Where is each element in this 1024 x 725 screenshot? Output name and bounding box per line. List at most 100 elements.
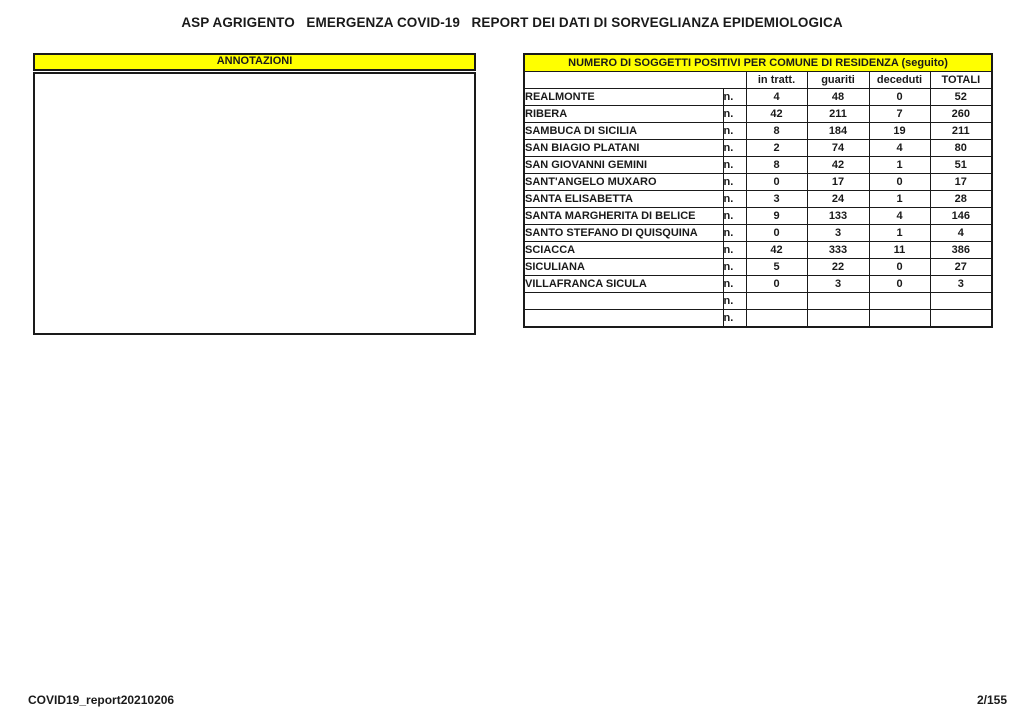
table-row: RIBERA n. 42 211 7 260 [523, 105, 993, 123]
deceduti-cell: 1 [868, 224, 931, 242]
in-tratt-cell [745, 309, 808, 328]
table-header-row: in tratt. guariti deceduti TOTALI [523, 71, 993, 89]
n-label-cell: n. [722, 207, 747, 225]
annotations-panel: ANNOTAZIONI [33, 53, 476, 335]
in-tratt-cell: 5 [745, 258, 808, 276]
guariti-cell: 3 [806, 275, 870, 293]
deceduti-cell: 4 [868, 207, 931, 225]
totali-cell: 28 [929, 190, 993, 208]
in-tratt-cell: 2 [745, 139, 808, 157]
table-row: n. [523, 309, 993, 328]
comune-cell: SANT'ANGELO MUXARO [523, 173, 724, 191]
in-tratt-cell: 0 [745, 224, 808, 242]
comune-cell: SICULIANA [523, 258, 724, 276]
table-row: SANTA MARGHERITA DI BELICE n. 9 133 4 14… [523, 207, 993, 225]
totali-cell: 4 [929, 224, 993, 242]
n-label-cell: n. [722, 224, 747, 242]
guariti-cell: 184 [806, 122, 870, 140]
in-tratt-cell: 42 [745, 105, 808, 123]
col-header-in-tratt: in tratt. [745, 71, 808, 89]
totali-cell: 260 [929, 105, 993, 123]
deceduti-cell: 0 [868, 173, 931, 191]
comune-header-empty-cell [523, 71, 747, 89]
footer-document-name: COVID19_report20210206 [28, 693, 175, 707]
guariti-cell [806, 292, 870, 310]
table-row: SAN GIOVANNI GEMINI n. 8 42 1 51 [523, 156, 993, 174]
table-row: SCIACCA n. 42 333 11 386 [523, 241, 993, 259]
table-row: n. [523, 292, 993, 310]
comune-cell [523, 292, 724, 310]
guariti-cell: 211 [806, 105, 870, 123]
table-row: SAMBUCA DI SICILIA n. 8 184 19 211 [523, 122, 993, 140]
annotations-header: ANNOTAZIONI [33, 53, 476, 71]
table-row: SAN BIAGIO PLATANI n. 2 74 4 80 [523, 139, 993, 157]
in-tratt-cell [745, 292, 808, 310]
n-label-cell: n. [722, 173, 747, 191]
page-title: ASP AGRIGENTO EMERGENZA COVID-19 REPORT … [181, 15, 843, 30]
table-row: REALMONTE n. 4 48 0 52 [523, 88, 993, 106]
guariti-cell: 42 [806, 156, 870, 174]
in-tratt-cell: 3 [745, 190, 808, 208]
comune-cell: SANTO STEFANO DI QUISQUINA [523, 224, 724, 242]
deceduti-cell: 19 [868, 122, 931, 140]
comune-cell: REALMONTE [523, 88, 724, 106]
n-label-cell: n. [722, 275, 747, 293]
table-body: REALMONTE n. 4 48 0 52 RIBERA n. 42 211 … [523, 88, 993, 328]
n-label-cell: n. [722, 122, 747, 140]
guariti-cell: 74 [806, 139, 870, 157]
comune-cell: SAN BIAGIO PLATANI [523, 139, 724, 157]
deceduti-cell: 1 [868, 190, 931, 208]
in-tratt-cell: 8 [745, 156, 808, 174]
totali-cell: 27 [929, 258, 993, 276]
deceduti-cell: 4 [868, 139, 931, 157]
col-header-deceduti: deceduti [868, 71, 931, 89]
n-label-cell: n. [722, 258, 747, 276]
deceduti-cell [868, 309, 931, 328]
deceduti-cell: 0 [868, 258, 931, 276]
annotations-content [33, 72, 476, 335]
deceduti-cell: 11 [868, 241, 931, 259]
comune-cell: VILLAFRANCA SICULA [523, 275, 724, 293]
table-row: VILLAFRANCA SICULA n. 0 3 0 3 [523, 275, 993, 293]
in-tratt-cell: 0 [745, 173, 808, 191]
guariti-cell: 3 [806, 224, 870, 242]
footer-page-number: 2/155 [976, 693, 1007, 707]
in-tratt-cell: 8 [745, 122, 808, 140]
deceduti-cell: 0 [868, 88, 931, 106]
deceduti-cell: 1 [868, 156, 931, 174]
comune-cell: SCIACCA [523, 241, 724, 259]
guariti-cell: 22 [806, 258, 870, 276]
comune-cell: SANTA MARGHERITA DI BELICE [523, 207, 724, 225]
table-title-row: NUMERO DI SOGGETTI POSITIVI PER COMUNE D… [523, 53, 993, 72]
in-tratt-cell: 0 [745, 275, 808, 293]
guariti-cell: 133 [806, 207, 870, 225]
in-tratt-cell: 9 [745, 207, 808, 225]
comune-cell: RIBERA [523, 105, 724, 123]
deceduti-cell: 7 [868, 105, 931, 123]
table-row: SANT'ANGELO MUXARO n. 0 17 0 17 [523, 173, 993, 191]
col-header-guariti: guariti [806, 71, 870, 89]
in-tratt-cell: 4 [745, 88, 808, 106]
totali-cell: 51 [929, 156, 993, 174]
n-label-cell: n. [722, 105, 747, 123]
guariti-cell: 48 [806, 88, 870, 106]
guariti-cell: 24 [806, 190, 870, 208]
comune-cell: SAN GIOVANNI GEMINI [523, 156, 724, 174]
totali-cell: 386 [929, 241, 993, 259]
guariti-cell: 17 [806, 173, 870, 191]
n-label-cell: n. [722, 292, 747, 310]
totali-cell: 3 [929, 275, 993, 293]
n-label-cell: n. [722, 156, 747, 174]
n-label-cell: n. [722, 241, 747, 259]
totali-cell: 52 [929, 88, 993, 106]
col-header-totali: TOTALI [929, 71, 993, 89]
table-row: SANTA ELISABETTA n. 3 24 1 28 [523, 190, 993, 208]
deceduti-cell: 0 [868, 275, 931, 293]
comune-cell: SANTA ELISABETTA [523, 190, 724, 208]
n-label-cell: n. [722, 309, 747, 328]
totali-cell [929, 309, 993, 328]
n-label-cell: n. [722, 139, 747, 157]
deceduti-cell [868, 292, 931, 310]
n-label-cell: n. [722, 190, 747, 208]
